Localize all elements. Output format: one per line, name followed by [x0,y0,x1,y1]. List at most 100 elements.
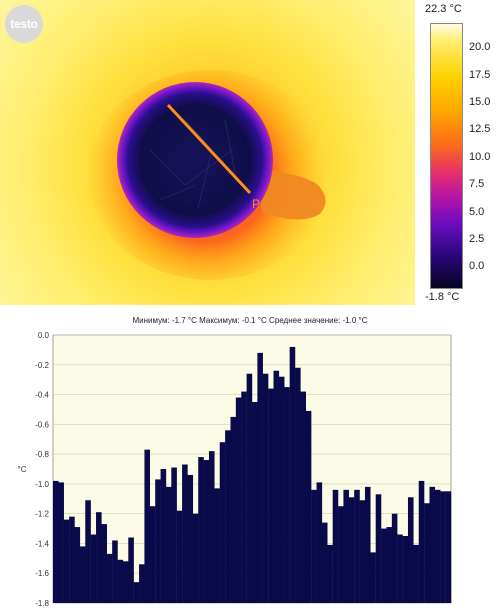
cup [117,82,273,238]
stats-text: Минимум: -1.7 °C Максимум: -0.1 °C Средн… [132,316,368,325]
bar [69,516,75,603]
bar [246,373,253,603]
bar [117,559,124,603]
y-tick-label: -0.6 [35,420,49,429]
bar [300,391,306,603]
scale-tick-label: 2.5 [469,232,485,245]
scale-tick-label: 0.0 [469,260,485,273]
bar [262,373,269,603]
scale-max-label: 22.3 °C [425,3,462,15]
bar [208,451,215,603]
y-tick-label: -1.6 [35,569,49,578]
y-tick-label: -1.8 [35,599,49,608]
bar [375,494,382,603]
scale-tick-label: 15.0 [469,95,491,108]
bar [133,582,140,603]
scale-color-bar [430,23,463,289]
bar [268,388,274,603]
bar [278,376,285,603]
bar [257,352,263,603]
logo: testo [5,5,43,43]
bar [413,544,419,603]
bar [407,497,414,603]
bar [381,528,387,603]
bar [434,489,441,603]
bar [74,527,81,603]
bar [440,491,446,603]
bar [321,522,328,603]
bar [160,469,167,603]
bar [343,489,350,603]
scale-tick-label: 10.0 [469,150,491,163]
y-tick-label: -1.0 [35,480,49,489]
bar [90,534,97,603]
scale-min-label: -1.8 °C [425,291,460,303]
bar [327,544,333,603]
bar [85,500,91,603]
bar [203,460,210,603]
bar [424,503,430,603]
y-axis-label: °C [18,465,27,474]
y-tick-label: 0.0 [38,331,50,340]
scale-tick-label: 17.5 [469,68,491,81]
bar [214,488,220,603]
bar [53,480,59,603]
bar [359,500,366,603]
bar [139,564,145,603]
bar [187,474,194,603]
bar [445,491,452,603]
bar [171,467,177,603]
bar [122,561,129,603]
bar [165,486,172,603]
y-tick-label: -0.2 [35,361,49,370]
y-tick-label: -0.8 [35,450,49,459]
scale-tick-label: 20.0 [469,41,491,54]
bar [79,546,86,603]
bar [418,480,425,603]
bar [348,497,355,603]
bar [354,489,360,603]
bar [338,506,344,603]
bar [284,387,290,603]
bar [112,540,118,603]
bar [219,442,226,603]
bar [63,519,70,603]
bar [176,510,183,603]
bar [241,391,247,603]
bar [101,524,107,603]
marker-label: P [252,197,260,211]
bar [289,346,296,603]
scale-tick-label: 5.0 [469,205,485,218]
bar [149,506,156,603]
scale-tick-label: 12.5 [469,123,491,136]
bar [305,410,312,603]
bar [332,489,339,603]
bar [182,464,188,603]
color-scale: 22.3 °C 20.0 17.5 15.0 12.5 10.0 7.5 5.0 2.5 0.0… [415,0,500,305]
bar [402,536,409,603]
bar [316,482,323,603]
y-tick-label: -1.2 [35,510,49,519]
cup-handle [255,170,326,220]
bar [128,537,134,603]
bar [311,489,317,603]
bar [155,479,161,603]
bar [386,527,393,603]
bar [370,552,376,603]
thermal-image: P testo [0,0,415,305]
measurement-line [166,103,252,195]
bar [273,370,280,603]
bar [198,457,204,603]
bar [235,397,242,603]
bar [252,402,258,603]
bar [364,486,371,603]
chart-svg: 0.0 -0.2 -0.4 -0.6 -0.8 -1.0 -1.2 -1.4 -1.6 -1.8 °… [18,331,452,608]
bar [144,449,151,603]
bar [391,513,398,603]
bar [429,486,436,603]
bar [225,430,231,603]
bar [230,416,237,603]
y-tick-label: -0.4 [35,391,49,400]
bar [192,513,199,603]
scale-tick-label: 7.5 [469,178,485,191]
